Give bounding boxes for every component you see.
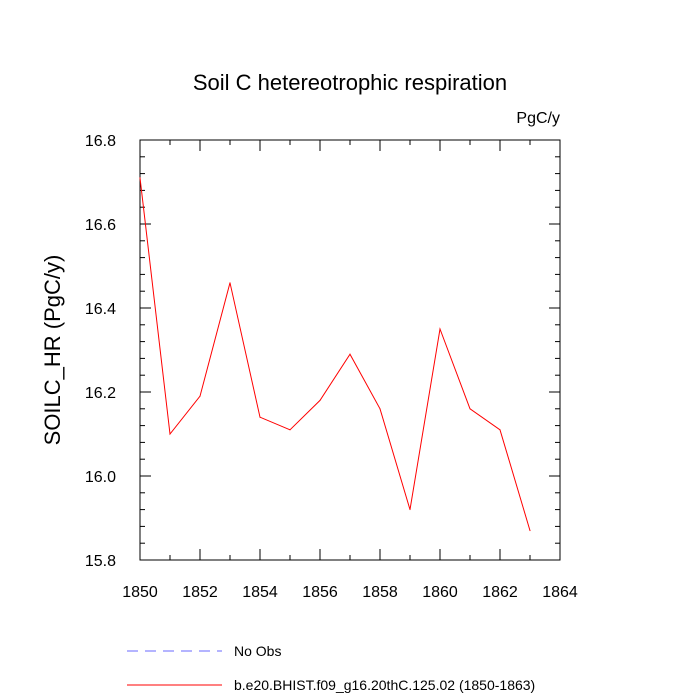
x-tick-labels: 1850 1852 1854 1856 1858 1860 1862 1864 <box>122 584 578 601</box>
plot-frame <box>139 139 561 561</box>
y-tick-label: 16.6 <box>85 217 116 234</box>
data-point <box>379 408 381 410</box>
data-point <box>259 416 261 418</box>
data-point <box>409 509 411 511</box>
chart-title: Soil C hetereotrophic respiration <box>193 70 507 95</box>
data-point <box>139 177 141 179</box>
x-tick-label: 1854 <box>242 584 278 601</box>
x-tick-label: 1858 <box>362 584 398 601</box>
legend: No Obs b.e20.BHIST.f09_g16.20thC.125.02 … <box>127 643 535 693</box>
data-point <box>349 353 351 355</box>
data-point <box>289 429 291 431</box>
series-group <box>139 177 531 532</box>
x-tick-label: 1862 <box>482 584 518 601</box>
y-tick-label: 16.8 <box>85 133 116 150</box>
x-tick-label: 1864 <box>542 584 578 601</box>
y-tick-label: 16.4 <box>85 301 116 318</box>
x-tick-label: 1852 <box>182 584 218 601</box>
data-point <box>199 395 201 397</box>
data-point <box>529 530 531 532</box>
series-line <box>139 177 531 531</box>
y-axis-label: SOILC_HR (PgC/y) <box>40 255 65 446</box>
x-tick-label: 1860 <box>422 584 458 601</box>
data-point <box>439 328 441 330</box>
data-point <box>469 408 471 410</box>
units-label: PgC/y <box>516 110 560 127</box>
y-tick-label: 15.8 <box>85 553 116 570</box>
axis-ticks <box>139 139 561 561</box>
y-tick-label: 16.0 <box>85 469 116 486</box>
x-tick-label: 1850 <box>122 584 158 601</box>
data-point <box>319 399 321 401</box>
data-point <box>229 282 231 284</box>
legend-label-model-run: b.e20.BHIST.f09_g16.20thC.125.02 (1850-1… <box>234 677 535 693</box>
data-point <box>169 433 171 435</box>
y-tick-labels: 15.8 16.0 16.2 16.4 16.6 16.8 <box>85 133 116 570</box>
legend-label-no-obs: No Obs <box>234 643 281 659</box>
y-tick-label: 16.2 <box>85 385 116 402</box>
data-point <box>499 429 501 431</box>
x-tick-label: 1856 <box>302 584 338 601</box>
